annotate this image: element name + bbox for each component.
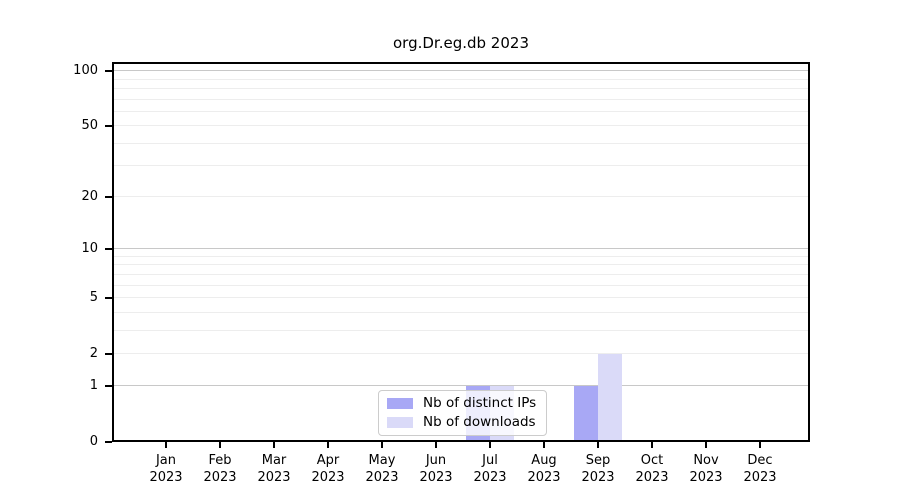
x-tick-label: Aug 2023 [504, 452, 584, 486]
y-tick-mark [105, 196, 112, 199]
x-tick-month: Feb [208, 453, 232, 468]
gridline-minor [112, 329, 810, 331]
gridline-minor [112, 311, 810, 313]
y-tick-mark [105, 248, 112, 251]
y-tick-mark [105, 352, 112, 355]
x-tick-label: Sep 2023 [558, 452, 638, 486]
y-tick-label: 50 [81, 118, 98, 134]
bar-distinct-ips-sep-2023 [574, 386, 598, 442]
x-tick-label: Jan 2023 [126, 452, 206, 486]
y-tick-label: 100 [73, 63, 98, 79]
plot-border-right [808, 62, 810, 442]
x-tick-mark [489, 442, 491, 448]
chart-title: org.Dr.eg.db 2023 [393, 34, 529, 52]
legend-item-distinct-ips: Nb of distinct IPs [387, 395, 536, 411]
x-tick-year: 2023 [581, 470, 615, 485]
x-tick-mark [381, 442, 383, 448]
y-tick-label: 10 [81, 241, 98, 257]
gridline-minor [112, 284, 810, 286]
x-tick-month: Jul [482, 453, 498, 468]
plot-area [112, 62, 810, 442]
x-tick-label: Nov 2023 [666, 452, 746, 486]
x-tick-year: 2023 [635, 470, 669, 485]
gridline-minor [112, 110, 810, 112]
y-tick-mark [105, 441, 112, 443]
plot-border-top [112, 62, 810, 64]
x-tick-mark [327, 442, 329, 448]
x-tick-month: Sep [585, 453, 611, 468]
gridline-minor [112, 256, 810, 257]
plot-border-left [112, 62, 114, 442]
x-tick-label: May 2023 [342, 452, 422, 486]
gridline-minor [112, 165, 810, 167]
legend-swatch-distinct-ips [387, 397, 413, 409]
y-tick-label: 5 [89, 290, 98, 306]
gridline-minor [112, 273, 810, 275]
x-tick-year: 2023 [527, 470, 561, 485]
x-tick-mark [705, 442, 707, 448]
y-tick-label: 0 [89, 434, 98, 449]
plot-border-bottom [112, 440, 810, 442]
x-tick-month: Jun [425, 453, 447, 468]
x-tick-year: 2023 [257, 470, 291, 485]
legend-label-distinct-ips: Nb of distinct IPs [423, 395, 537, 411]
gridline-minor [112, 352, 810, 354]
x-tick-label: Apr 2023 [288, 452, 368, 486]
x-tick-label: Feb 2023 [180, 452, 260, 486]
x-tick-month: Nov [693, 453, 719, 468]
x-tick-mark [597, 442, 599, 448]
gridline-major [112, 385, 810, 387]
gridline-major [112, 248, 810, 250]
x-tick-year: 2023 [743, 470, 777, 485]
x-tick-mark [759, 442, 761, 448]
x-tick-label: Jul 2023 [450, 452, 530, 486]
x-tick-year: 2023 [149, 470, 183, 485]
x-tick-year: 2023 [419, 470, 453, 485]
x-tick-year: 2023 [203, 470, 237, 485]
x-tick-year: 2023 [689, 470, 723, 485]
legend-item-downloads: Nb of downloads [387, 414, 536, 430]
gridline-minor [112, 142, 810, 144]
gridline-minor [112, 297, 810, 299]
x-tick-year: 2023 [365, 470, 399, 485]
y-tick-mark [105, 125, 112, 128]
x-tick-label: Jun 2023 [396, 452, 476, 486]
x-tick-year: 2023 [473, 470, 507, 485]
gridline-minor [112, 196, 810, 198]
legend-swatch-downloads [387, 416, 413, 428]
gridline-major [112, 70, 810, 72]
x-tick-label: Mar 2023 [234, 452, 314, 486]
y-tick-label: 20 [81, 189, 98, 205]
gridline-minor [112, 87, 810, 89]
x-tick-month: Apr [316, 453, 340, 468]
x-tick-month: Aug [531, 453, 557, 468]
bar-downloads-sep-2023 [598, 353, 622, 442]
x-tick-mark [273, 442, 275, 448]
y-tick-mark [105, 70, 112, 73]
y-tick-mark [105, 297, 112, 300]
x-tick-month: May [368, 453, 396, 468]
x-tick-month: Oct [640, 453, 664, 468]
x-tick-year: 2023 [311, 470, 345, 485]
gridline-minor [112, 264, 810, 266]
x-tick-month: Mar [261, 453, 287, 468]
y-tick-label: 1 [89, 378, 98, 394]
gridline-minor [112, 78, 810, 80]
gridline-minor [112, 98, 810, 100]
gridline-minor [112, 125, 810, 127]
legend-label-downloads: Nb of downloads [423, 414, 536, 430]
x-tick-label: Oct 2023 [612, 452, 692, 486]
x-tick-mark [165, 442, 167, 448]
x-tick-mark [435, 442, 437, 448]
x-tick-mark [219, 442, 221, 448]
x-tick-label: Dec 2023 [720, 452, 800, 486]
x-tick-month: Dec [747, 453, 773, 468]
x-tick-mark [651, 442, 653, 448]
y-tick-label: 2 [89, 345, 98, 361]
x-tick-month: Jan [155, 453, 177, 468]
y-tick-mark [105, 385, 112, 388]
legend: Nb of distinct IPs Nb of downloads [378, 390, 548, 436]
x-tick-mark [543, 442, 545, 448]
